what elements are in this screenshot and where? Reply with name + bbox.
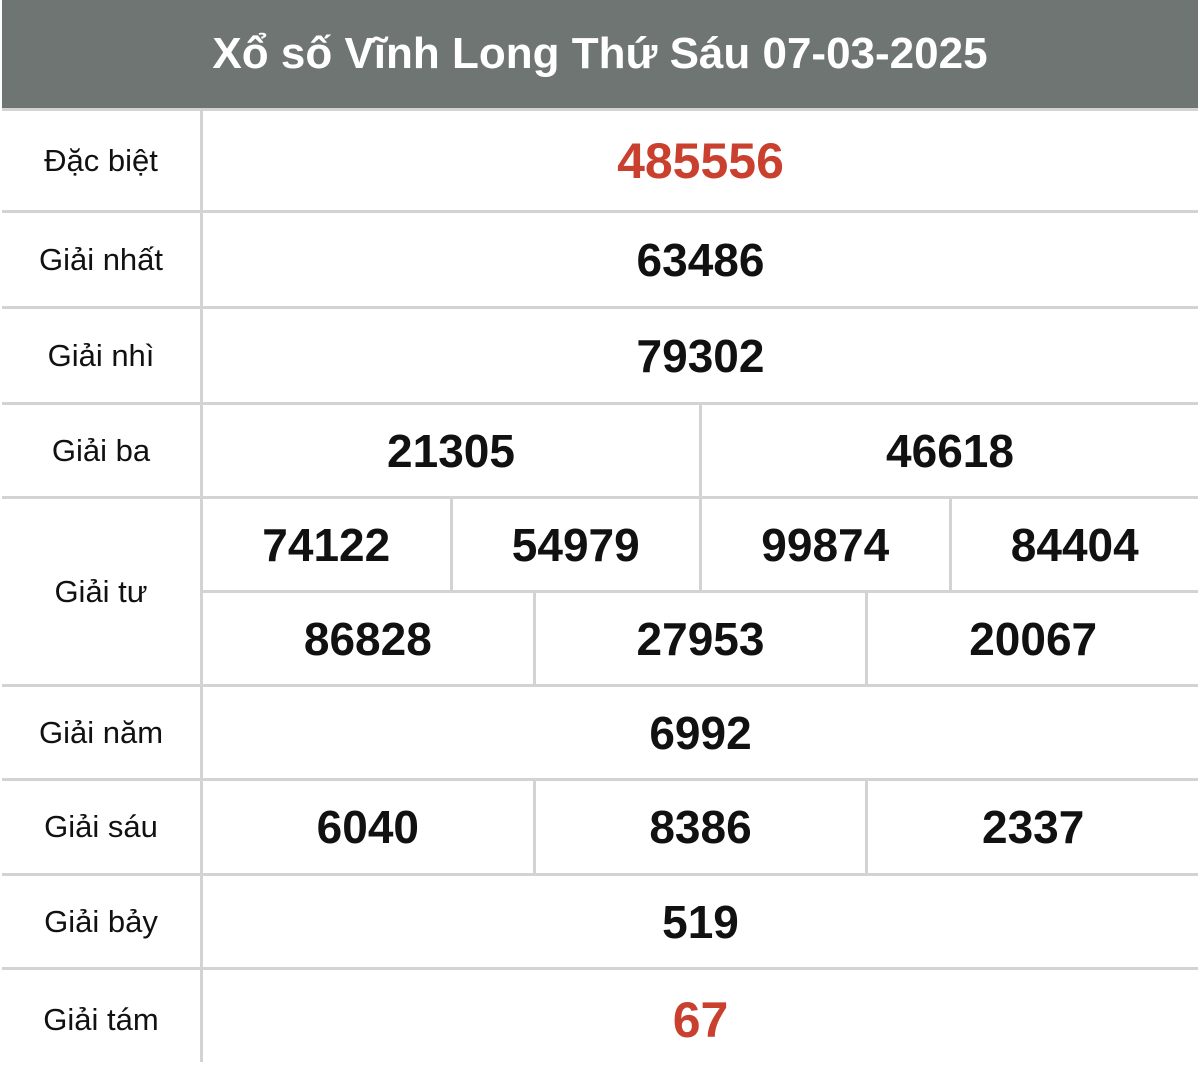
prize-label: Giải sáu [2,781,200,873]
prize-values: 519 [203,876,1198,967]
prize-label: Giải tám [2,970,200,1069]
prize-label: Giải năm [2,687,200,778]
prize-row: Giải nhì 79302 [2,309,1198,402]
prize-label: Giải tư [2,499,200,684]
prize-values: 67 [203,970,1198,1069]
prize-number: 2337 [868,781,1199,873]
prize-number: 21305 [203,405,699,496]
prize-row: Giải bảy 519 [2,876,1198,967]
prize-rows: Đặc biệt 485556 Giải nhất 63486 Giải nhì 7930… [2,111,1199,1069]
prize-line: 63486 [203,213,1198,306]
prize-label: Đặc biệt [2,111,200,210]
prize-line: 74122 54979 99874 84404 [203,499,1198,590]
prize-number: 54979 [452,499,699,590]
prize-values: 485556 [203,111,1198,210]
prize-values: 79302 [203,309,1198,402]
prize-row: Giải tư 74122 54979 99874 84404 86828 27953 200… [2,499,1199,684]
prize-number: 485556 [203,111,1198,210]
prize-values: 21305 46618 [203,405,1198,496]
prize-label: Giải ba [2,405,200,496]
prize-values: 6992 [203,687,1198,778]
prize-values: 63486 [203,213,1198,306]
prize-number: 86828 [203,593,533,684]
prize-line: 79302 [203,309,1198,402]
prize-line: 519 [203,876,1198,967]
prize-number: 20067 [868,593,1199,684]
prize-label: Giải nhì [2,309,200,402]
prize-row: Giải ba 21305 46618 [2,405,1198,496]
prize-number: 27953 [535,593,866,684]
prize-values: 74122 54979 99874 84404 86828 27953 20067 [203,499,1199,684]
prize-number: 74122 [203,499,450,590]
prize-line: 67 [203,970,1198,1069]
prize-number: 79302 [203,309,1198,402]
prize-line: 485556 [203,111,1198,210]
prize-label: Giải nhất [2,213,200,306]
prize-label: Giải bảy [2,876,200,967]
prize-number: 8386 [535,781,866,873]
prize-values: 6040 8386 2337 [203,781,1199,873]
prize-line: 86828 27953 20067 [203,593,1199,684]
prize-number: 6992 [203,687,1198,778]
page-title: Xổ số Vĩnh Long Thứ Sáu 07-03-2025 [2,0,1198,108]
prize-line: 21305 46618 [203,405,1198,496]
prize-row: Giải tám 67 [2,970,1198,1069]
prize-row: Đặc biệt 485556 [2,111,1198,210]
prize-line: 6992 [203,687,1198,778]
prize-number: 6040 [203,781,533,873]
prize-number: 84404 [951,499,1198,590]
prize-row: Giải nhất 63486 [2,213,1198,306]
prize-number: 67 [203,970,1198,1069]
prize-number: 99874 [702,499,949,590]
prize-line: 6040 8386 2337 [203,781,1199,873]
prize-number: 519 [203,876,1198,967]
prize-number: 63486 [203,213,1198,306]
prize-row: Giải sáu 6040 8386 2337 [2,781,1199,873]
prize-number: 46618 [702,405,1198,496]
prize-row: Giải năm 6992 [2,687,1198,778]
